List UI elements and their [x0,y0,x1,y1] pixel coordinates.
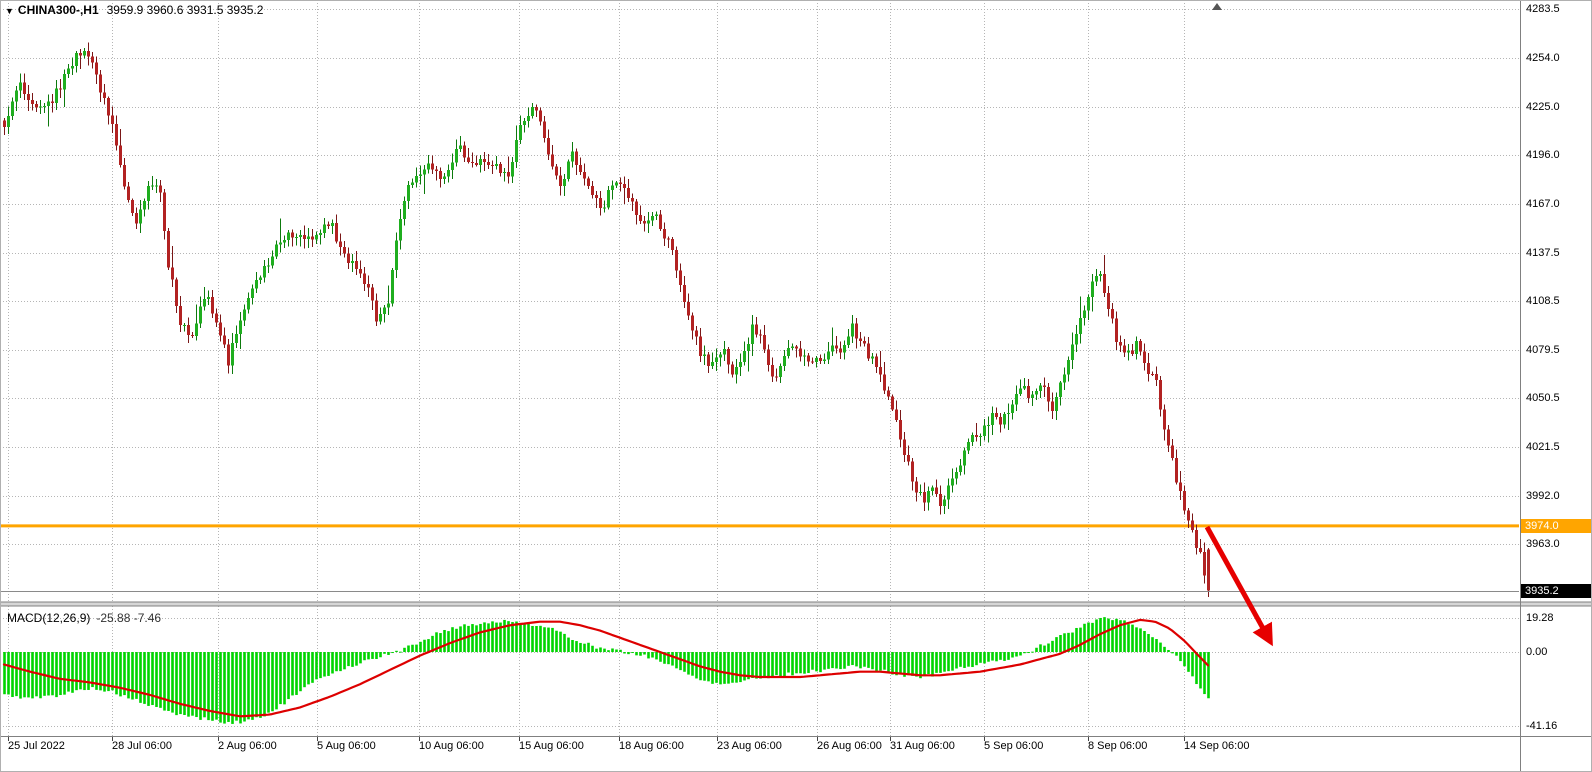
current-price-badge: 3935.2 [1521,583,1591,598]
price-tick-label: 4137.5 [1526,246,1560,259]
time-tick-label: 25 Jul 2022 [8,740,65,752]
time-tick-label: 2 Aug 06:00 [218,740,277,752]
price-tick-label: 4225.0 [1526,100,1560,113]
gridlines [0,0,1519,736]
price-tick-label: 4108.5 [1526,295,1560,308]
price-level-badge: 3974.0 [1521,518,1591,533]
time-tick-label: 10 Aug 06:00 [419,740,484,752]
time-tick-label: 18 Aug 06:00 [619,740,684,752]
time-tick-label: 14 Sep 06:00 [1184,740,1250,752]
price-tick-label: 4283.5 [1526,3,1560,16]
time-tick-label: 31 Aug 06:00 [890,740,955,752]
time-tick-label: 5 Aug 06:00 [317,740,376,752]
time-tick-label: 15 Aug 06:00 [519,740,584,752]
indicator-tick-label: -41.16 [1526,719,1558,732]
price-tick-label: 3963.0 [1526,538,1560,551]
indicator-values: -25.88 -7.46 [96,611,162,625]
candlestick-series [3,42,1210,597]
price-tick-label: 4254.0 [1526,52,1560,65]
price-tick-label: 4079.5 [1526,343,1560,356]
symbol-label: CHINA300-,H1 [17,3,99,17]
indicator-tick-label: 19.28 [1526,611,1554,624]
time-ticks [8,737,1185,741]
panel-separator[interactable] [0,601,1592,607]
price-tick-label: 4196.0 [1526,149,1560,162]
macd-signal-line [2,618,1210,718]
macd-histogram [3,617,1210,724]
ohlc-values: 3959.9 3960.6 3931.5 3935.2 [106,3,264,17]
time-tick-label: 5 Sep 06:00 [984,740,1044,752]
symbol-title: ▼ CHINA300-,H1 3959.9 3960.6 3931.5 3935.2 [5,3,263,17]
time-tick-label: 23 Aug 06:00 [717,740,782,752]
bar-shift-marker-icon[interactable] [1212,3,1222,10]
time-tick-label: 28 Jul 06:00 [112,740,172,752]
price-tick-label: 4021.5 [1526,440,1560,453]
indicator-name: MACD(12,26,9) [7,611,91,625]
price-tick-label: 4167.0 [1526,197,1560,210]
chevron-down-icon[interactable]: ▼ [5,6,14,16]
price-tick-label: 4050.5 [1526,392,1560,405]
indicator-title: MACD(12,26,9) -25.88 -7.46 [7,611,161,625]
trend-arrow[interactable] [1204,525,1273,647]
time-tick-label: 8 Sep 06:00 [1088,740,1148,752]
time-tick-label: 26 Aug 06:00 [817,740,882,752]
price-tick-label: 3992.0 [1526,489,1560,502]
indicator-tick-label: 0.00 [1526,646,1548,659]
